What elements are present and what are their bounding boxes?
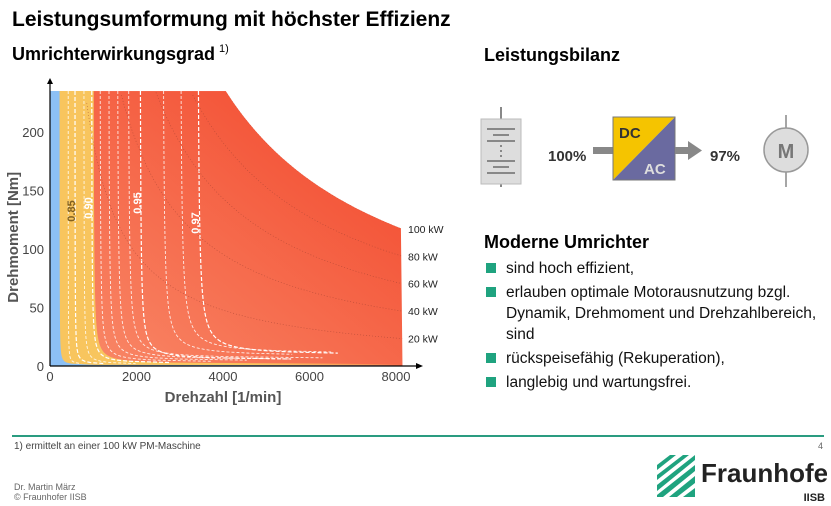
svg-text:IISB: IISB — [804, 492, 825, 503]
power-line-label: 100 kW — [408, 224, 444, 236]
power-line — [192, 95, 403, 257]
x-tick-label: 0 — [46, 369, 53, 384]
efficiency-contour — [99, 91, 213, 362]
page-number: 4 — [818, 441, 824, 451]
y-tick-label: 50 — [30, 301, 44, 316]
y-axis-label: Drehmoment [Nm] — [5, 172, 22, 303]
chart-heading-text: Umrichterwirkungsgrad — [12, 44, 216, 64]
contour-label: 0.90 — [83, 197, 95, 218]
x-tick-label: 6000 — [295, 369, 324, 384]
x-axis-arrow — [416, 363, 423, 369]
battery-icon — [480, 107, 522, 187]
footer-divider — [12, 435, 824, 437]
y-tick-label: 200 — [22, 125, 44, 140]
y-tick-label: 0 — [37, 359, 44, 374]
efficiency-contour — [197, 91, 338, 354]
chart-heading: Umrichterwirkungsgrad 1) — [12, 43, 229, 65]
footnote: 1) ermittelt an einer 100 kW PM-Maschine — [14, 441, 201, 452]
author-block: Dr. Martin März © Fraunhofer IISB — [14, 482, 87, 502]
power-balance-diagram: 100% DC AC 97% M — [480, 107, 809, 187]
list-item: erlauben optimale Motorausnutzung bzgl. … — [484, 282, 824, 345]
efficiency-contour — [128, 91, 323, 359]
x-tick-label: 4000 — [209, 369, 238, 384]
power-line-label: 60 kW — [408, 279, 438, 291]
slide-title: Leistungsumformung mit höchster Effizien… — [12, 8, 451, 31]
input-percent: 100% — [548, 148, 586, 165]
efficiency-contour — [180, 91, 332, 353]
efficiency-contour — [139, 91, 292, 360]
contour-label: 0.85 — [66, 200, 78, 221]
y-axis-arrow — [47, 78, 53, 84]
y-tick-label: 150 — [22, 184, 44, 199]
motor-label: M — [778, 141, 795, 163]
efficiency-contour — [83, 91, 136, 365]
efficiency-region-high — [50, 91, 403, 367]
ac-label: AC — [644, 161, 666, 178]
contour-label: 0.97 — [190, 212, 202, 233]
efficiency-region-mid — [50, 91, 403, 366]
efficiency-contour — [67, 91, 82, 365]
converter-icon: DC AC — [612, 116, 676, 181]
efficiency-contour — [163, 91, 293, 355]
footnote-ref: 1) — [219, 43, 229, 55]
dc-label: DC — [619, 125, 641, 142]
output-percent: 97% — [710, 148, 740, 165]
y-tick-label: 100 — [22, 242, 44, 257]
power-line-label: 80 kW — [408, 251, 438, 263]
efficiency-map-chart: 0.85 0.90 0.95 0.97 0 2000 4000 6000 8000 0 50 100 1… — [5, 78, 444, 406]
contour-label: 0.95 — [132, 192, 144, 213]
power-line-label: 20 kW — [408, 334, 438, 346]
svg-text:Fraunhofer: Fraunhofer — [701, 458, 827, 488]
power-line — [121, 95, 403, 312]
motor-icon: M — [763, 115, 809, 187]
bullet-list: sind hoch effizient, erlauben optimale M… — [484, 258, 824, 396]
list-item: langlebig und wartungsfrei. — [484, 372, 824, 393]
x-tick-label: 2000 — [122, 369, 151, 384]
arrow-icon — [688, 141, 702, 160]
fraunhofer-logo: Fraunhofer IISB — [657, 455, 827, 503]
power-line-label: 40 kW — [408, 306, 438, 318]
bullets-heading: Moderne Umrichter — [484, 232, 650, 252]
power-line — [155, 92, 403, 285]
efficiency-contour — [74, 91, 106, 365]
list-item: sind hoch effizient, — [484, 258, 824, 279]
x-tick-label: 8000 — [382, 369, 411, 384]
balance-heading: Leistungsbilanz — [484, 45, 621, 65]
x-axis-label: Drehzahl [1/min] — [165, 389, 282, 406]
list-item: rückspeisefähig (Rekuperation), — [484, 348, 824, 369]
power-line — [86, 103, 403, 339]
